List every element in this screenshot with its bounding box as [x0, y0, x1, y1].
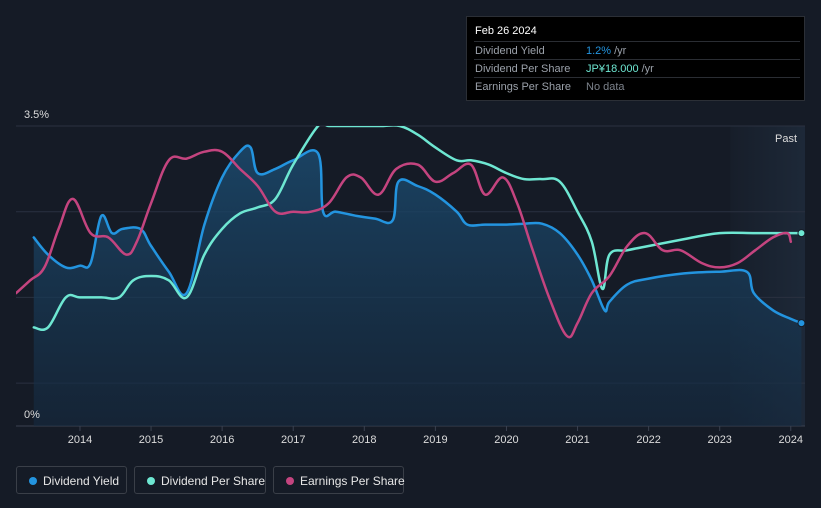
tooltip-value: JP¥18.000/yr	[586, 63, 654, 75]
legend-label: Earnings Per Share	[300, 474, 405, 488]
x-tick-label: 2018	[352, 434, 376, 446]
x-axis: 2014 2015 2016 2017 2018 2019 2020 2021 2022 2023…	[68, 426, 803, 446]
tooltip: Feb 26 2024 Dividend Yield 1.2%/yr Divid…	[466, 16, 805, 101]
x-tick-label: 2019	[423, 434, 447, 446]
legend-dot-icon	[286, 477, 294, 485]
tooltip-row-dividend-per-share: Dividend Per Share JP¥18.000/yr	[474, 59, 800, 77]
x-tick-label: 2022	[636, 434, 660, 446]
tooltip-row-earnings-per-share: Earnings Per Share No data	[474, 77, 800, 95]
x-tick-label: 2024	[779, 434, 803, 446]
earnings-per-share-line	[16, 148, 793, 339]
tooltip-value: 1.2%/yr	[586, 45, 627, 57]
x-tick-label: 2016	[210, 434, 234, 446]
x-tick-label: 2023	[707, 434, 731, 446]
tooltip-label: Dividend Per Share	[475, 63, 571, 75]
legend-dot-icon	[29, 477, 37, 485]
x-tick-label: 2021	[565, 434, 589, 446]
x-tick-label: 2017	[281, 434, 305, 446]
dividend-yield-line	[32, 144, 803, 325]
end-markers	[797, 229, 806, 328]
series-layer	[16, 126, 803, 426]
legend-item-dividend-yield[interactable]: Dividend Yield	[16, 466, 127, 494]
chart: 3.5% 0% Past 2014 2015 2016 2017 2018 2019 202…	[16, 109, 806, 446]
legend-label: Dividend Yield	[43, 474, 120, 488]
legend-item-earnings-per-share[interactable]: Earnings Per Share	[273, 466, 405, 494]
tooltip-label: Dividend Yield	[475, 45, 545, 57]
tooltip-value: No data	[586, 81, 625, 93]
dividend-per-share-end-point	[797, 229, 806, 238]
dividend-per-share-line	[32, 126, 803, 332]
x-tick-label: 2020	[494, 434, 518, 446]
x-tick-label: 2015	[139, 434, 163, 446]
tooltip-row-dividend-yield: Dividend Yield 1.2%/yr	[474, 41, 800, 59]
x-tick-label: 2014	[68, 434, 92, 446]
tooltip-date: Feb 26 2024	[475, 25, 537, 37]
past-label: Past	[775, 133, 797, 145]
legend-item-dividend-per-share[interactable]: Dividend Per Share	[134, 466, 266, 494]
tooltip-label: Earnings Per Share	[475, 81, 571, 93]
dividend-yield-area	[33, 145, 802, 426]
y-label-bottom: 0%	[24, 409, 40, 421]
legend-dot-icon	[147, 477, 155, 485]
y-label-top: 3.5%	[24, 109, 49, 121]
legend-label: Dividend Per Share	[161, 474, 266, 488]
dividend-yield-end-point	[797, 319, 806, 328]
